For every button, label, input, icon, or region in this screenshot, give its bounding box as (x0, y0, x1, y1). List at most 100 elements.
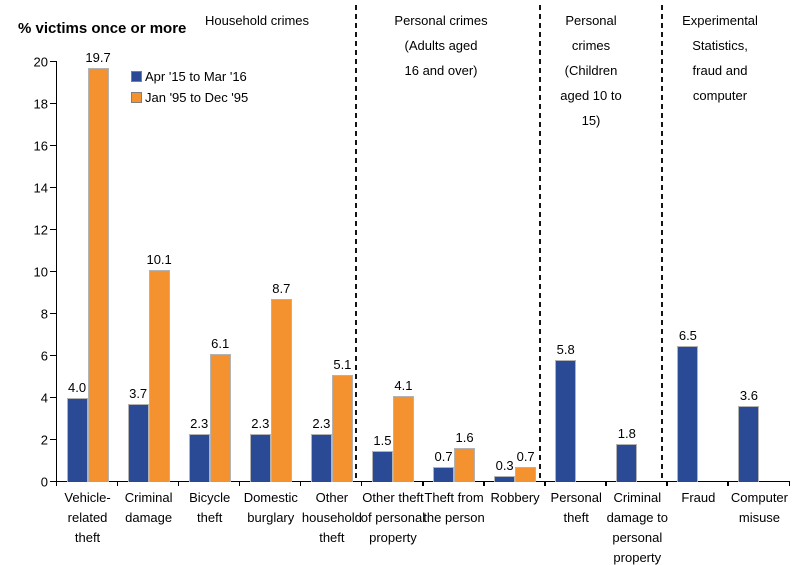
y-axis-tick (50, 186, 56, 188)
group-header: Personal crimes (Children aged 10 to 15) (560, 13, 622, 128)
bar-value-label: 8.7 (272, 281, 291, 297)
y-axis-tick (50, 144, 56, 146)
bar-apr15-mar16 (555, 360, 577, 482)
bar-value-label: 2.3 (312, 415, 331, 431)
bar-apr15-mar16 (249, 433, 271, 482)
x-axis-category-label: Bicycle theft (189, 490, 231, 525)
y-axis-line (55, 61, 57, 482)
bar-value-label: 10.1 (146, 251, 172, 267)
y-axis-tick (50, 228, 56, 230)
bar-apr15-mar16 (494, 475, 516, 482)
y-axis-tick-label: 8 (40, 306, 48, 322)
x-axis-tick (55, 481, 57, 486)
y-axis-tick (50, 270, 56, 272)
bar-value-label: 0.7 (516, 449, 535, 465)
legend-label: Apr '15 to Mar '16 (145, 69, 247, 84)
x-axis-category-label: Criminal damage to personal property (606, 490, 668, 565)
legend-swatch (131, 71, 142, 82)
bar-value-label: 3.7 (129, 386, 148, 402)
legend-item: Jan '95 to Dec '95 (131, 87, 248, 108)
y-axis-tick (50, 102, 56, 104)
group-separator-line (355, 5, 358, 482)
y-axis-tick-label: 16 (33, 138, 48, 154)
legend-item: Apr '15 to Mar '16 (131, 66, 248, 87)
legend-swatch (131, 92, 142, 103)
x-axis-tick (116, 481, 119, 486)
bar-jan95-dec95 (87, 68, 109, 482)
bar-jan95-dec95 (270, 299, 292, 482)
x-axis-tick (360, 481, 363, 486)
y-axis-tick-label: 2 (40, 432, 48, 448)
y-axis-tick (50, 354, 56, 356)
y-axis-tick (50, 396, 56, 398)
bar-value-label: 4.0 (67, 380, 87, 395)
bar-value-label: 0.3 (495, 457, 514, 473)
x-axis-category-label: Computer misuse (730, 490, 788, 525)
legend: Apr '15 to Mar '16 Jan '95 to Dec '95 (131, 66, 248, 108)
x-axis-tick (788, 481, 790, 486)
x-axis-category-label: Other household theft (301, 490, 362, 545)
x-axis-category-label: Criminal damage (124, 490, 173, 525)
x-axis-tick (238, 481, 241, 486)
bar-value-label: 0.7 (434, 449, 453, 465)
bar-jan95-dec95 (331, 374, 353, 482)
y-axis-tick-label: 18 (33, 96, 48, 112)
y-axis-tick (50, 480, 56, 482)
bar-apr15-mar16 (188, 433, 210, 482)
x-axis-category-label: Other theft of personal property (360, 490, 426, 545)
x-axis-category-label: Vehicle- related theft (64, 490, 111, 545)
x-axis-tick (483, 481, 485, 486)
bar-value-label: 6.1 (211, 335, 230, 351)
bar-value-label: 5.8 (556, 342, 575, 358)
bar-apr15-mar16 (371, 450, 393, 482)
bar-apr15-mar16 (677, 345, 699, 482)
bar-value-label: 6.5 (678, 327, 697, 343)
y-axis-tick (50, 312, 56, 314)
group-header: Household crimes (204, 13, 310, 28)
x-axis-category-label: Theft from the person (423, 490, 485, 525)
bar-apr15-mar16 (127, 404, 149, 482)
bar-value-label: 3.6 (739, 388, 758, 404)
x-axis-category-label: Personal theft (550, 490, 602, 525)
bar-jan95-dec95 (148, 269, 170, 482)
y-axis-tick (50, 438, 56, 440)
x-axis-tick (422, 481, 424, 486)
y-axis-tick-label: 6 (40, 348, 48, 364)
y-axis-tick-label: 0 (40, 474, 48, 490)
x-axis-tick (299, 481, 302, 486)
bar-apr15-mar16 (66, 398, 88, 482)
bar-value-label: 2.3 (251, 415, 270, 431)
bar-apr15-mar16 (310, 433, 332, 482)
x-axis-tick (727, 481, 729, 486)
y-axis-tick-label: 4 (40, 390, 48, 406)
y-axis-tick-label: 20 (33, 54, 48, 70)
x-axis-tick (544, 481, 546, 486)
bar-jan95-dec95 (392, 395, 414, 482)
group-separator-line (538, 5, 541, 482)
x-axis-category-label: Domestic burglary (243, 490, 298, 525)
y-axis-tick (50, 60, 56, 62)
x-axis-tick (666, 481, 668, 486)
bar-value-label: 2.3 (190, 415, 209, 431)
bar-jan95-dec95 (454, 448, 476, 482)
y-axis-tick-label: 10 (33, 264, 48, 280)
bar-apr15-mar16 (433, 467, 455, 482)
y-axis-tick-label: 14 (33, 180, 48, 196)
group-header: Experimental Statistics, fraud and compu… (682, 13, 758, 103)
x-axis-tick (177, 481, 180, 486)
bar-value-label: 1.8 (617, 426, 636, 442)
group-separator-line (660, 5, 663, 482)
x-axis-category-label: Robbery (490, 490, 540, 505)
legend-label: Jan '95 to Dec '95 (145, 90, 249, 105)
y-axis-tick-label: 12 (33, 222, 48, 238)
chart-title: % victims once or more (18, 20, 187, 37)
bar-value-label: 19.7 (85, 50, 111, 66)
bar-value-label: 1.6 (455, 430, 474, 446)
bar-jan95-dec95 (515, 467, 537, 482)
bar-value-label: 4.1 (394, 377, 413, 393)
x-axis-category-label: Fraud (681, 490, 716, 505)
group-header: Personal crimes (Adults aged 16 and over… (394, 13, 488, 78)
bar-jan95-dec95 (209, 353, 231, 482)
